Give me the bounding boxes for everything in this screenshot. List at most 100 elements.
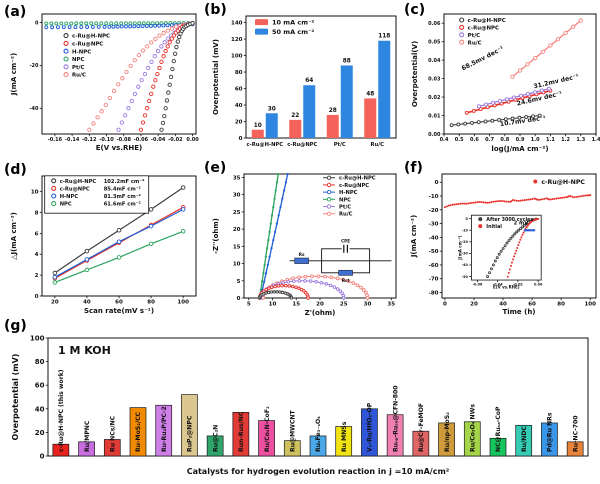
svg-text:c-Ru@NPC: c-Ru@NPC	[287, 142, 317, 148]
svg-text:5: 5	[247, 302, 251, 308]
svg-text:20: 20	[233, 227, 241, 233]
svg-text:-0.02: -0.02	[168, 137, 183, 143]
svg-text:100: 100	[584, 302, 596, 308]
svg-text:48: 48	[366, 91, 374, 97]
svg-text:Ru/C: Ru/C	[468, 40, 482, 46]
svg-text:-0.10: -0.10	[99, 137, 114, 143]
svg-text:0.4: 0.4	[440, 137, 449, 143]
svg-text:Ru/np-MoS₂: Ru/np-MoS₂	[444, 412, 451, 452]
svg-text:Ru/NDC: Ru/NDC	[521, 426, 528, 452]
svg-text:5: 5	[237, 279, 241, 285]
svg-text:Pd@Ru NRs: Pd@Ru NRs	[546, 412, 554, 452]
svg-text:1.0: 1.0	[531, 137, 540, 143]
svg-text:NPC: NPC	[60, 202, 72, 208]
svg-text:-10: -10	[462, 228, 469, 232]
svg-text:-40: -40	[429, 235, 439, 241]
svg-text:6: 6	[35, 231, 39, 237]
lsv-plot: -0.16 -0.14 -0.12 -0.10 -0.08 -0.06 -0.04 -0.02…	[10, 13, 199, 152]
svg-text:0: 0	[237, 296, 241, 302]
tafel-plot: 0.4 0.5 0.6 0.7 0.8 0.9 1.0 1.1 1.2 1.3 1.4 0.00 0.0…	[411, 13, 600, 153]
svg-text:Time (h): Time (h)	[502, 308, 535, 316]
panel-a-lsv-chart: -0.16 -0.14 -0.12 -0.10 -0.08 -0.06 -0.04 -0.02…	[0, 0, 200, 168]
svg-text:0.5: 0.5	[455, 137, 464, 143]
svg-text:c-Ru@H-NPC (this work): c-Ru@H-NPC (this work)	[57, 369, 65, 452]
svg-text:0.01: 0.01	[428, 113, 441, 119]
svg-text:-10: -10	[429, 194, 439, 200]
svg-text:H-NPC: H-NPC	[72, 49, 91, 55]
svg-text:Ru-MoS₂/CC: Ru-MoS₂/CC	[135, 411, 142, 452]
svg-text:NPC: NPC	[339, 197, 351, 203]
svg-text:-20: -20	[429, 208, 439, 214]
svg-text:-0.14: -0.14	[65, 137, 80, 143]
svg-text:60: 60	[528, 302, 536, 308]
svg-text:Ru/C: Ru/C	[339, 212, 353, 218]
svg-text:-40: -40	[462, 263, 469, 267]
svg-text:10 mA cm⁻²: 10 mA cm⁻²	[272, 19, 314, 27]
svg-text:15: 15	[233, 244, 241, 250]
svg-text:-0.06: -0.06	[473, 283, 483, 287]
svg-text:1 M KOH: 1 M KOH	[58, 344, 111, 357]
svg-text:E(V vs.RHE): E(V vs.RHE)	[96, 144, 142, 152]
svg-text:68.5mv dec⁻¹: 68.5mv dec⁻¹	[461, 45, 506, 72]
svg-text:88: 88	[343, 58, 351, 64]
svg-text:0.02: 0.02	[428, 95, 441, 101]
svg-text:Ru/C: Ru/C	[72, 73, 86, 79]
svg-text:50 mA cm⁻²: 50 mA cm⁻²	[272, 28, 314, 36]
svg-text:0: 0	[466, 217, 469, 221]
svg-text:25: 25	[233, 210, 241, 216]
svg-text:Pt/C: Pt/C	[339, 204, 351, 210]
svg-text:102.2mF cm⁻²: 102.2mF cm⁻²	[104, 179, 145, 185]
svg-text:0.9: 0.9	[516, 137, 525, 143]
svg-text:Ru-Ru₂P/PC-2: Ru-Ru₂P/PC-2	[161, 406, 168, 452]
stability-plot: 0 20 40 60 80 100 0 -10 -20 -30 -40 -50 -60 -70 -80 Tim…	[410, 173, 597, 316]
svg-text:Ru@MWCNT: Ru@MWCNT	[288, 410, 296, 452]
panel-a-label: (a)	[4, 4, 27, 20]
svg-text:30: 30	[233, 193, 241, 199]
svg-text:120: 120	[231, 37, 243, 43]
svg-text:8: 8	[35, 211, 39, 217]
svg-text:Ru/MPNC: Ru/MPNC	[84, 420, 91, 452]
svg-text:c-Ru@NPC: c-Ru@NPC	[339, 183, 369, 189]
svg-text:10: 10	[254, 123, 262, 129]
panel-e-label: (e)	[204, 160, 227, 176]
svg-text:60: 60	[235, 87, 243, 93]
svg-text:1.2: 1.2	[561, 137, 570, 143]
svg-text:Catalysts for hydrogen evoluti: Catalysts for hydrogen evolution reactio…	[187, 467, 450, 476]
overpotential-bar-plot: 0 20 40 60 80 100 120 140 Overpotential (mV) 10 m…	[212, 15, 397, 148]
svg-text:NPC: NPC	[72, 57, 84, 63]
svg-text:20: 20	[316, 302, 324, 308]
svg-text:log(J/mA cm⁻²): log(J/mA cm⁻²)	[491, 145, 548, 153]
svg-text:28: 28	[329, 108, 337, 114]
panel-g-catalyst-comparison-bars: 0 20 40 60 80 100 Catalysts for hydrogen evolu…	[0, 320, 600, 484]
svg-text:Overpotential (mV): Overpotential (mV)	[212, 39, 220, 115]
svg-text:140: 140	[231, 21, 243, 27]
svg-text:118: 118	[378, 34, 390, 40]
svg-text:c-Ru@H-NPC: c-Ru@H-NPC	[541, 178, 585, 186]
svg-text:c-Ru@NPC: c-Ru@NPC	[72, 41, 103, 47]
svg-text:Run-Rus/NC: Run-Rus/NC	[238, 411, 245, 452]
svg-text:22: 22	[291, 113, 299, 119]
svg-text:-60: -60	[429, 263, 439, 269]
svg-text:0: 0	[35, 20, 39, 26]
svg-text:Overpotential(V): Overpotential(V)	[411, 41, 419, 107]
svg-text:0.05: 0.05	[428, 39, 441, 45]
svg-text:-0.02: -0.02	[513, 283, 523, 287]
svg-text:Ru-NC-700: Ru-NC-700	[572, 415, 579, 452]
svg-text:80: 80	[35, 358, 45, 366]
panel-g-label: (g)	[4, 318, 27, 334]
svg-text:Ruₙₚ-Ruₛₐ@CFN-800: Ruₙₚ-Ruₛₐ@CFN-800	[391, 386, 399, 452]
svg-text:20: 20	[470, 302, 478, 308]
svg-text:0: 0	[443, 302, 447, 308]
svg-text:c-Ru@H-NPC: c-Ru@H-NPC	[60, 179, 97, 185]
svg-text:10: 10	[31, 190, 39, 196]
svg-text:15: 15	[292, 302, 300, 308]
svg-text:Rs: Rs	[299, 252, 305, 257]
svg-text:Pt/C: Pt/C	[334, 142, 346, 148]
svg-text:After 3000 cycles: After 3000 cycles	[486, 217, 533, 223]
svg-text:80: 80	[235, 70, 243, 76]
svg-text:0.00: 0.00	[428, 132, 441, 138]
svg-text:2 mV: 2 mV	[514, 220, 528, 226]
svg-text:-50: -50	[462, 275, 469, 279]
panel-b-label: (b)	[204, 2, 227, 18]
svg-text:△J(mA cm⁻²): △J(mA cm⁻²)	[10, 212, 18, 260]
